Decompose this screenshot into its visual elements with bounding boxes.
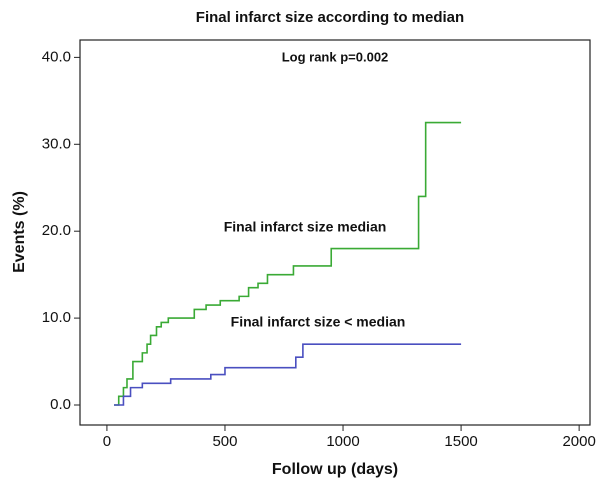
series-label: Final infarct size median: [224, 219, 387, 235]
series-label: Final infarct size < median: [231, 314, 406, 330]
step-line: [114, 121, 462, 406]
step-line: [114, 343, 462, 406]
x-axis-label: Follow up (days): [272, 461, 398, 478]
x-tick-label: 1000: [326, 433, 359, 450]
x-tick-label: 500: [212, 433, 237, 450]
y-tick-label: 40.0: [42, 48, 71, 65]
x-tick-label: 2000: [562, 433, 595, 450]
plot-frame: [79, 39, 591, 426]
y-tick-label: 10.0: [42, 309, 71, 326]
annotation: Log rank p=0.002: [282, 49, 389, 64]
x-tick-label: 1500: [444, 433, 477, 450]
chart-title: Final infarct size according to median: [196, 9, 464, 26]
y-tick-label: 30.0: [42, 135, 71, 152]
y-axis-label: Events (%): [11, 191, 28, 273]
y-tick-label: 20.0: [42, 222, 71, 239]
y-tick-label: 0.0: [50, 396, 71, 413]
x-tick-label: 0: [103, 433, 111, 450]
